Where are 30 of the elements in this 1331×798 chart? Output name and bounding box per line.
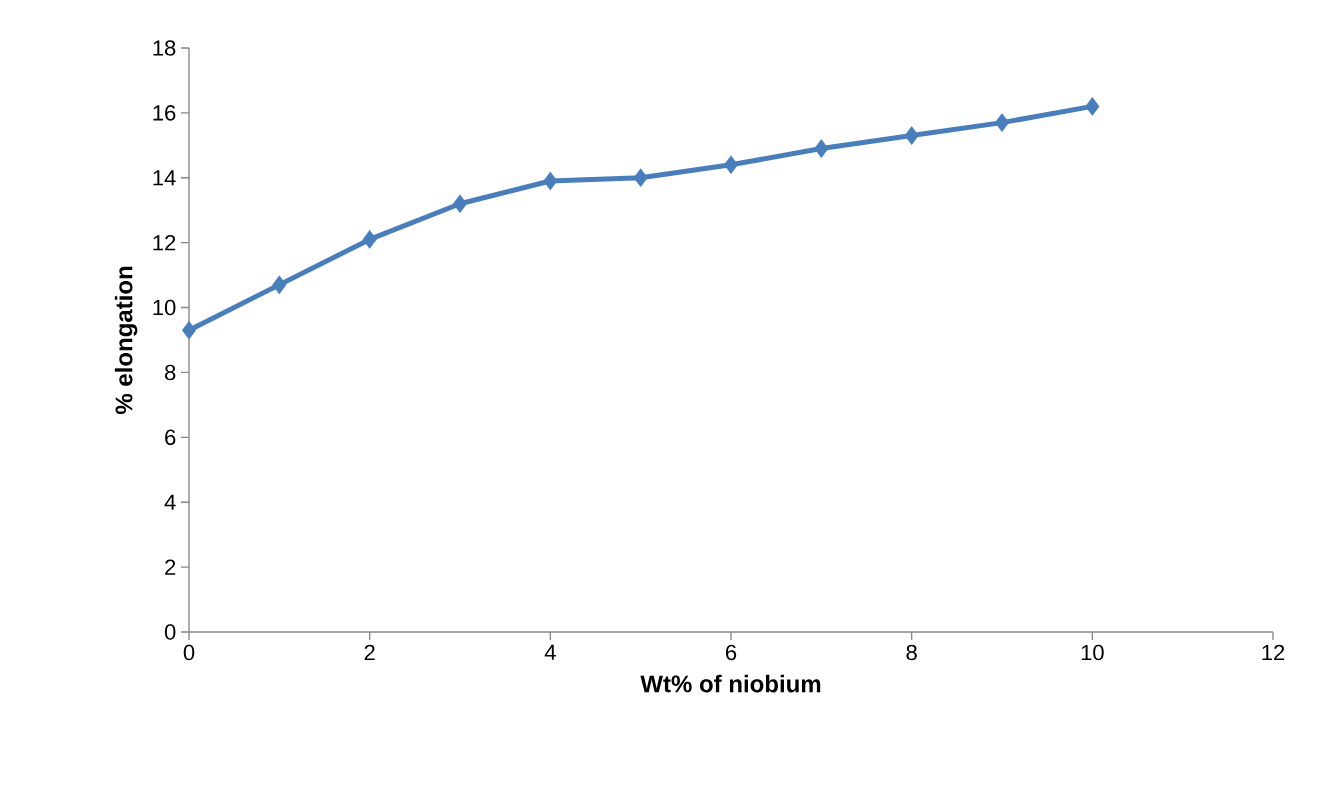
point — [1085, 96, 1100, 116]
point — [994, 113, 1010, 133]
y-tick-label: 12 — [153, 234, 176, 251]
point — [633, 168, 648, 188]
point — [814, 139, 829, 158]
x-tick-label: 10 — [1081, 644, 1104, 661]
y-tick-label: 2 — [165, 559, 176, 575]
x-tick-label: 8 — [906, 644, 917, 661]
y-tick-label: 8 — [165, 364, 176, 381]
x-tick-label: 6 — [726, 644, 737, 661]
point — [272, 275, 287, 295]
x-axis-title: Wt% of niobium — [640, 674, 821, 693]
x-tick-label: 4 — [544, 644, 556, 660]
x-tick-label: 12 — [1262, 644, 1285, 661]
y-axis-title: % elongation — [114, 266, 138, 415]
point — [723, 155, 739, 175]
y-tick-label: 14 — [153, 170, 176, 186]
point — [181, 320, 197, 340]
y-tick-label: 16 — [153, 105, 176, 121]
y-tick-label: 10 — [153, 299, 176, 316]
point — [904, 126, 919, 145]
y-tick-label: 18 — [153, 40, 176, 56]
y-tick-label: 4 — [164, 494, 176, 510]
x-tick-label: 2 — [364, 644, 375, 661]
point — [362, 230, 377, 249]
point — [452, 194, 468, 214]
x-tick-label: 0 — [183, 644, 195, 661]
y-tick-label: 0 — [164, 624, 176, 640]
y-tick-label: 6 — [165, 429, 176, 446]
point — [543, 171, 558, 191]
